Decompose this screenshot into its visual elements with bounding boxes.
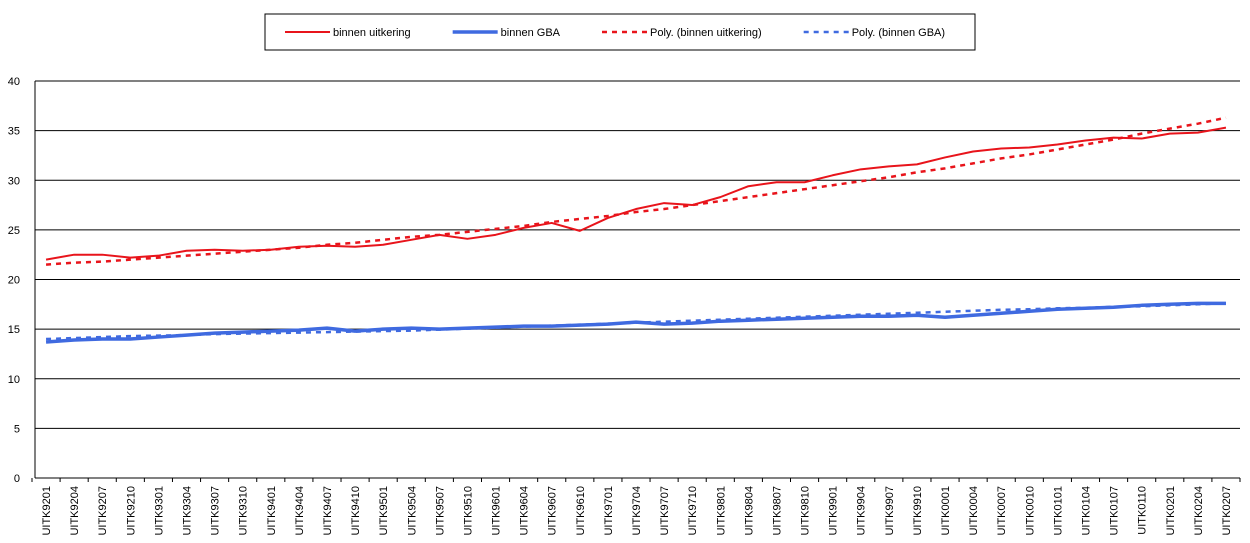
x-tick-label: UITK9407 — [322, 486, 334, 536]
y-tick-label: 30 — [8, 175, 20, 187]
y-tick-label: 5 — [14, 423, 20, 435]
x-tick-label: UITK9301 — [153, 486, 165, 536]
y-tick-label: 35 — [8, 126, 20, 138]
x-tick-label: UITK9910 — [912, 486, 924, 536]
x-tick-label: UITK9604 — [519, 486, 531, 536]
legend-box — [264, 13, 976, 51]
x-tick-label: UITK9510 — [462, 486, 474, 536]
y-tick-label: 40 — [8, 76, 20, 88]
x-tick-label: UITK9201 — [41, 486, 53, 536]
x-tick-label: UITK9607 — [547, 486, 559, 536]
x-tick-label: UITK9304 — [182, 486, 194, 536]
x-tick-label: UITK9704 — [631, 486, 643, 536]
x-tick-label: UITK0201 — [1165, 486, 1177, 536]
legend-label: Poly. (binnen uitkering) — [650, 27, 762, 39]
x-tick-label: UITK9504 — [406, 486, 418, 536]
series-line — [46, 302, 1226, 341]
x-tick-label: UITK9801 — [715, 486, 727, 536]
series-line — [45, 116, 1227, 266]
legend-label: Poly. (binnen GBA) — [852, 27, 945, 39]
legend-label: binnen GBA — [501, 27, 561, 39]
x-tick-label: UITK9507 — [434, 486, 446, 536]
x-tick-label: UITK9307 — [210, 486, 222, 536]
x-tick-label: UITK0204 — [1193, 486, 1205, 536]
x-tick-label: UITK9710 — [687, 486, 699, 536]
x-tick-label: UITK9804 — [743, 486, 755, 536]
x-tick-label: UITK0007 — [996, 486, 1008, 536]
x-tick-label: UITK9401 — [266, 486, 278, 536]
y-tick-label: 15 — [8, 324, 20, 336]
x-tick-label: UITK9701 — [603, 486, 615, 536]
y-tick-label: 20 — [8, 275, 20, 287]
x-tick-label: UITK0101 — [1052, 486, 1064, 536]
x-tick-label: UITK9204 — [69, 486, 81, 536]
x-tick-label: UITK9410 — [350, 486, 362, 536]
x-tick-label: UITK0107 — [1109, 486, 1121, 536]
x-tick-label: UITK0207 — [1221, 486, 1233, 536]
y-tick-label: 0 — [14, 473, 20, 485]
x-tick-label: UITK0010 — [1024, 486, 1036, 536]
x-tick-label: UITK9601 — [491, 486, 503, 536]
x-tick-label: UITK9207 — [97, 486, 109, 536]
x-tick-label: UITK9610 — [575, 486, 587, 536]
x-tick-label: UITK9210 — [125, 486, 137, 536]
x-tick-label: UITK9707 — [659, 486, 671, 536]
x-tick-label: UITK0004 — [968, 486, 980, 536]
x-tick-label: UITK9810 — [800, 486, 812, 536]
x-tick-label: UITK9907 — [884, 486, 896, 536]
x-tick-label: UITK9310 — [238, 486, 250, 536]
x-tick-label: UITK9501 — [378, 486, 390, 536]
y-tick-label: 25 — [8, 225, 20, 237]
legend-label: binnen uitkering — [333, 27, 411, 39]
y-tick-label: 10 — [8, 374, 20, 386]
x-tick-label: UITK9901 — [828, 486, 840, 536]
series-line — [45, 126, 1227, 261]
x-tick-label: UITK0001 — [940, 486, 952, 536]
x-tick-label: UITK0110 — [1137, 486, 1149, 535]
x-tick-label: UITK9807 — [771, 486, 783, 536]
x-tick-label: UITK0104 — [1080, 486, 1092, 536]
x-tick-label: UITK9404 — [294, 486, 306, 536]
x-tick-label: UITK9904 — [856, 486, 868, 536]
